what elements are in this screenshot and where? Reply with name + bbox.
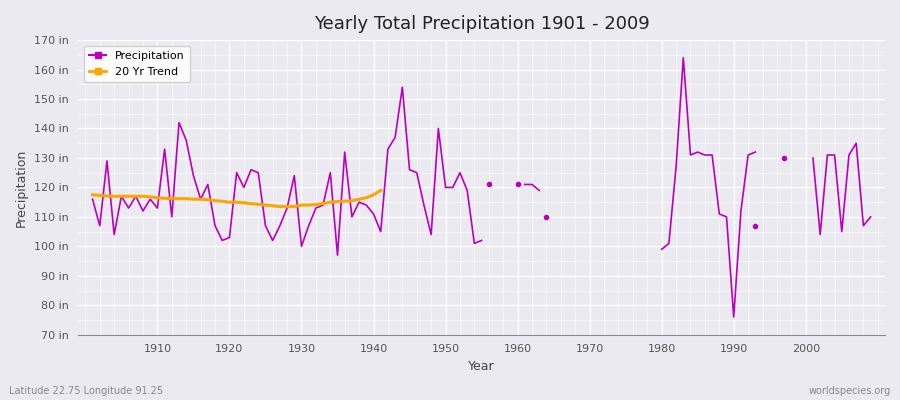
- Text: worldspecies.org: worldspecies.org: [809, 386, 891, 396]
- Text: Latitude 22.75 Longitude 91.25: Latitude 22.75 Longitude 91.25: [9, 386, 163, 396]
- Y-axis label: Precipitation: Precipitation: [15, 148, 28, 226]
- X-axis label: Year: Year: [468, 360, 495, 373]
- Title: Yearly Total Precipitation 1901 - 2009: Yearly Total Precipitation 1901 - 2009: [314, 15, 650, 33]
- Legend: Precipitation, 20 Yr Trend: Precipitation, 20 Yr Trend: [84, 46, 190, 82]
